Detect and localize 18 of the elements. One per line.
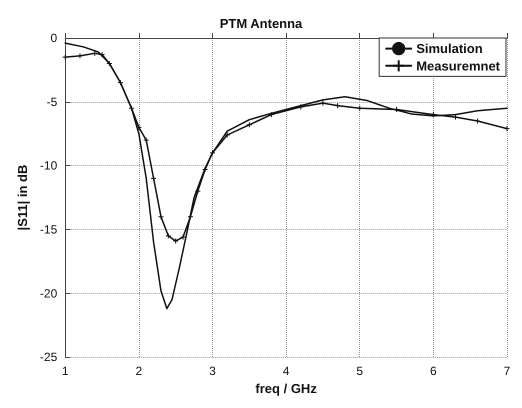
y-axis-title: |S11| in dB [15,164,30,230]
x-tick-label: 3 [209,364,216,378]
chart-title: PTM Antenna [220,16,304,31]
y-tick-label: 0 [50,31,58,45]
y-tick-label: -15 [40,222,58,236]
x-axis-title: freq / GHz [255,381,318,396]
y-tick-label: -10 [40,158,58,173]
x-tick-label: 2 [136,364,143,378]
x-tick-label: 1 [62,364,69,378]
x-tick-label: 4 [282,364,290,378]
x-tick-label: 5 [356,364,364,378]
x-tick-label: 7 [504,364,511,378]
y-tick-label: -25 [40,350,58,364]
y-tick-label: -5 [46,94,58,109]
legend-label: Simulation [416,41,483,56]
x-tick-label: 6 [430,364,438,378]
legend-label: Measuremnet [416,58,501,74]
y-tick-label: -20 [40,286,58,300]
